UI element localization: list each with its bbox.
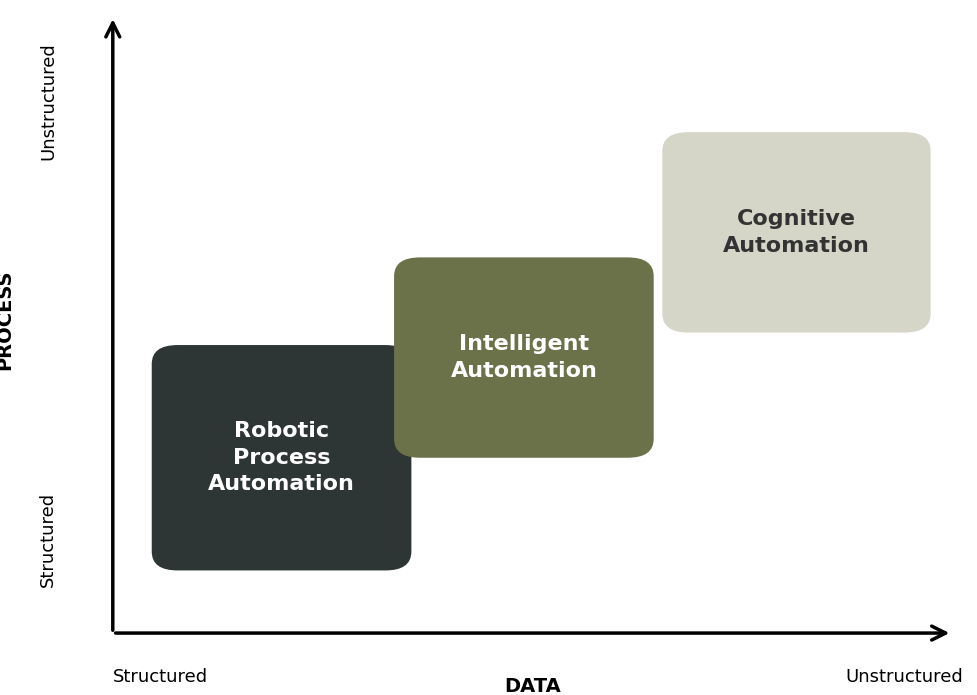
Text: Unstructured: Unstructured <box>845 667 962 685</box>
Text: Structured: Structured <box>112 667 208 685</box>
FancyBboxPatch shape <box>151 345 411 571</box>
FancyBboxPatch shape <box>394 257 653 458</box>
Text: Unstructured: Unstructured <box>39 42 57 160</box>
Text: Intelligent
Automation: Intelligent Automation <box>450 334 597 381</box>
Text: Structured: Structured <box>39 491 57 587</box>
Text: PROCESS: PROCESS <box>0 270 14 370</box>
FancyBboxPatch shape <box>661 132 930 332</box>
Text: DATA: DATA <box>503 677 561 695</box>
Text: Robotic
Process
Automation: Robotic Process Automation <box>208 421 355 494</box>
Text: Cognitive
Automation: Cognitive Automation <box>722 209 869 256</box>
